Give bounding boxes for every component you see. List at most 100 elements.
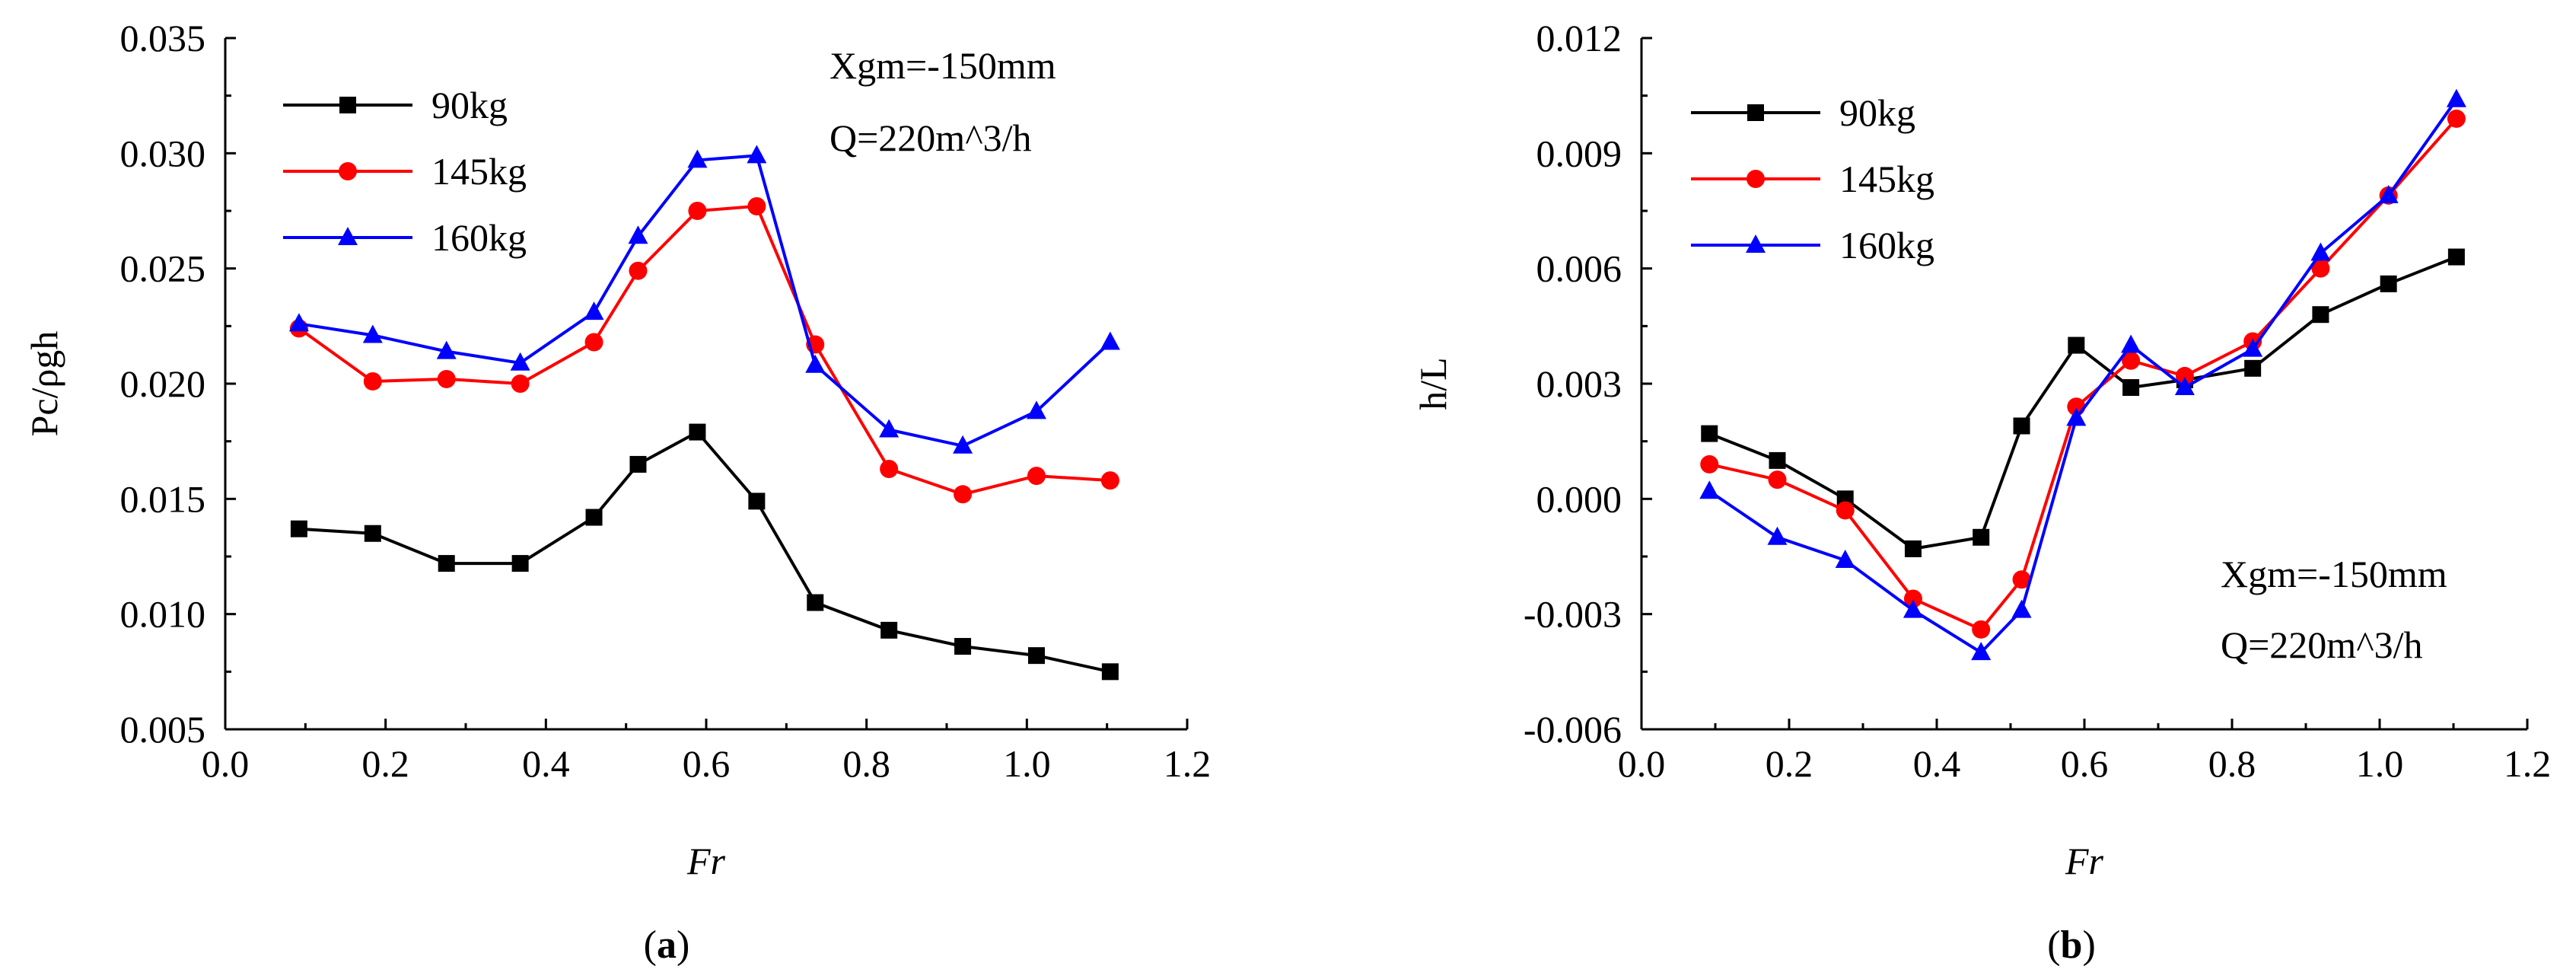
data-point	[2311, 259, 2330, 278]
data-point	[953, 435, 973, 454]
series-145kg	[289, 196, 1119, 504]
data-point	[1701, 425, 1718, 442]
data-point	[2447, 248, 2465, 266]
data-point	[1835, 550, 1855, 569]
data-point	[363, 372, 382, 391]
legend-marker	[1747, 170, 1765, 188]
legend-label: 90kg	[1839, 91, 1915, 134]
y-tick-label: 0.035	[120, 17, 206, 59]
annotation: Q=220m^3/h	[829, 116, 1032, 159]
data-point	[629, 455, 647, 473]
data-point	[689, 423, 706, 441]
x-tick-label: 0.6	[2061, 742, 2109, 785]
x-tick-label: 1.2	[2504, 742, 2552, 785]
data-point	[288, 313, 309, 332]
series-90kg	[290, 423, 1119, 681]
legend-marker	[339, 97, 356, 113]
data-point	[2243, 338, 2263, 357]
data-point	[629, 261, 648, 280]
data-point	[688, 202, 707, 220]
x-tick-label: 1.0	[1003, 742, 1051, 785]
data-point	[1903, 599, 1923, 618]
y-tick-label: -0.006	[1524, 708, 1622, 751]
data-point	[880, 621, 898, 639]
data-point	[879, 419, 900, 438]
x-tick-label: 0.4	[1913, 742, 1961, 785]
annotation: Q=220m^3/h	[2221, 623, 2423, 666]
x-axis-title: Fr	[2065, 840, 2104, 882]
y-tick-label: 0.025	[120, 247, 206, 290]
data-point	[1699, 480, 1720, 499]
data-point	[2378, 184, 2399, 203]
series-160kg	[288, 145, 1120, 454]
data-point	[1100, 471, 1119, 490]
data-point	[2121, 334, 2141, 353]
panel-label-letter: b	[2061, 923, 2083, 967]
x-axis-title: Fr	[686, 840, 726, 882]
data-point	[362, 324, 383, 343]
y-tick-label: 0.030	[120, 132, 206, 174]
x-tick-label: 0.8	[842, 742, 890, 785]
y-axis-title: Pc/ρgh	[23, 331, 65, 437]
data-point	[364, 525, 381, 542]
data-point	[807, 594, 824, 611]
legend-marker	[1746, 234, 1766, 253]
x-tick-label: 0.2	[1766, 742, 1813, 785]
legend-label: 90kg	[431, 84, 508, 126]
y-axis-title: h/L	[1412, 357, 1454, 410]
data-point	[2068, 336, 2085, 354]
data-point	[628, 225, 648, 244]
y-tick-label: -0.003	[1524, 593, 1622, 636]
x-tick-label: 0.2	[361, 742, 409, 785]
data-point	[2175, 366, 2194, 385]
data-point	[1700, 454, 1719, 474]
data-point	[747, 196, 766, 215]
data-point	[2446, 88, 2466, 107]
data-point	[2310, 242, 2331, 261]
series-line	[298, 204, 1111, 496]
data-point	[1972, 620, 1991, 639]
y-tick-label: 0.005	[120, 708, 206, 751]
panel-label-close: )	[2082, 923, 2095, 967]
y-tick-label: 0.015	[120, 477, 206, 520]
data-point	[1767, 526, 1788, 545]
data-point	[2066, 407, 2087, 426]
data-point	[1101, 663, 1119, 681]
data-point	[437, 369, 456, 388]
data-point	[954, 638, 972, 655]
data-point	[1027, 467, 1046, 486]
x-tick-label: 0.4	[522, 742, 570, 785]
data-point	[438, 555, 455, 572]
x-tick-label: 0.8	[2208, 742, 2256, 785]
data-point	[2122, 379, 2140, 397]
data-point	[2011, 599, 2032, 618]
series-line	[298, 430, 1111, 674]
y-tick-label: 0.009	[1536, 132, 1622, 174]
legend-label: 145kg	[1839, 158, 1934, 200]
data-point	[1973, 528, 1990, 546]
y-tick-label: 0.012	[1536, 17, 1622, 59]
y-tick-label: 0.006	[1536, 247, 1622, 290]
data-point	[2122, 351, 2141, 370]
data-point	[1904, 540, 1922, 557]
x-tick-label: 0.0	[202, 742, 250, 785]
data-point	[436, 340, 457, 359]
data-point	[747, 145, 767, 164]
data-point	[510, 352, 530, 371]
data-point	[2174, 377, 2195, 396]
data-point	[290, 520, 307, 537]
data-point	[880, 459, 899, 478]
chart-panel-b: 0.0 0.2 0.4 0.6 0.8 1.0 1.2 -0.006 -0.003 0.000 0.…	[1412, 17, 2551, 967]
data-point	[748, 493, 766, 510]
data-point	[1903, 589, 1922, 608]
panel-label-open: (	[644, 923, 657, 967]
legend-label: 145kg	[431, 150, 527, 193]
data-point	[687, 149, 708, 168]
data-point	[2244, 359, 2262, 377]
data-point	[1026, 400, 1046, 419]
annotation: Xgm=-150mm	[2221, 553, 2447, 595]
y-tick-label: 0.000	[1536, 477, 1622, 520]
data-point	[2312, 306, 2329, 324]
data-point	[584, 333, 603, 352]
series-160kg	[1699, 88, 2466, 661]
